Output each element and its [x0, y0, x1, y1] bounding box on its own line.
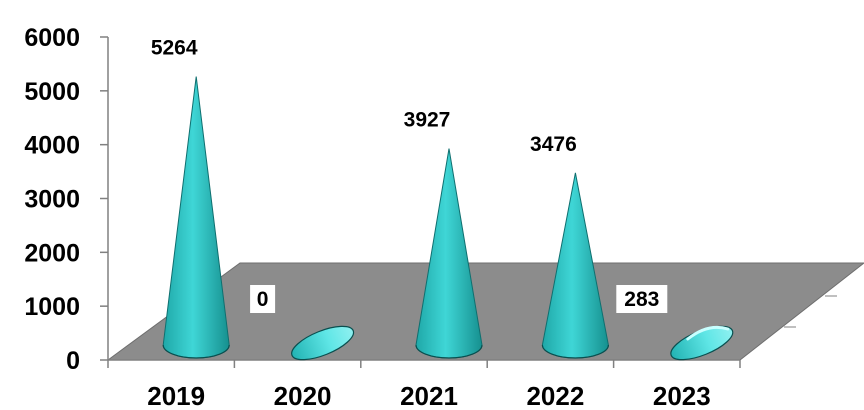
y-tick-label: 1000	[24, 293, 80, 321]
data-label: 3927	[404, 109, 451, 132]
data-label-box	[616, 285, 668, 313]
x-category-label: 2020	[274, 381, 332, 410]
data-label: 0	[257, 288, 269, 311]
y-tick-label: 6000	[24, 24, 80, 52]
y-tick-label: 0	[66, 347, 80, 375]
y-tick-label: 3000	[24, 186, 80, 214]
cone-base-outline	[162, 344, 230, 359]
data-label: 283	[624, 288, 659, 311]
data-label-box	[250, 285, 276, 313]
cone-highlight	[686, 325, 730, 341]
cone-bar	[162, 76, 230, 359]
data-label: 3476	[530, 133, 577, 156]
chart-label-layer: 2019 5264 2020 0 2021 3927 2022 3476 2023 283	[147, 37, 710, 410]
x-category-label: 2019	[147, 381, 205, 410]
x-category-label: 2023	[653, 381, 711, 410]
x-category-label: 2022	[526, 381, 584, 410]
cone-base-disc	[291, 325, 355, 361]
y-tick-label: 5000	[24, 78, 80, 106]
chart-axis-layer: 0 1000 2000 3000 4000 5000 6000	[24, 24, 837, 375]
x-category-label: 2021	[400, 381, 458, 410]
cone-bar	[415, 148, 483, 359]
cone-base-outline	[541, 344, 609, 359]
y-tick-label: 4000	[24, 132, 80, 160]
y-tick-label: 2000	[24, 239, 80, 267]
chart-cone-layer	[162, 76, 734, 361]
data-label: 5264	[151, 37, 198, 60]
cone-base-outline	[415, 344, 483, 359]
